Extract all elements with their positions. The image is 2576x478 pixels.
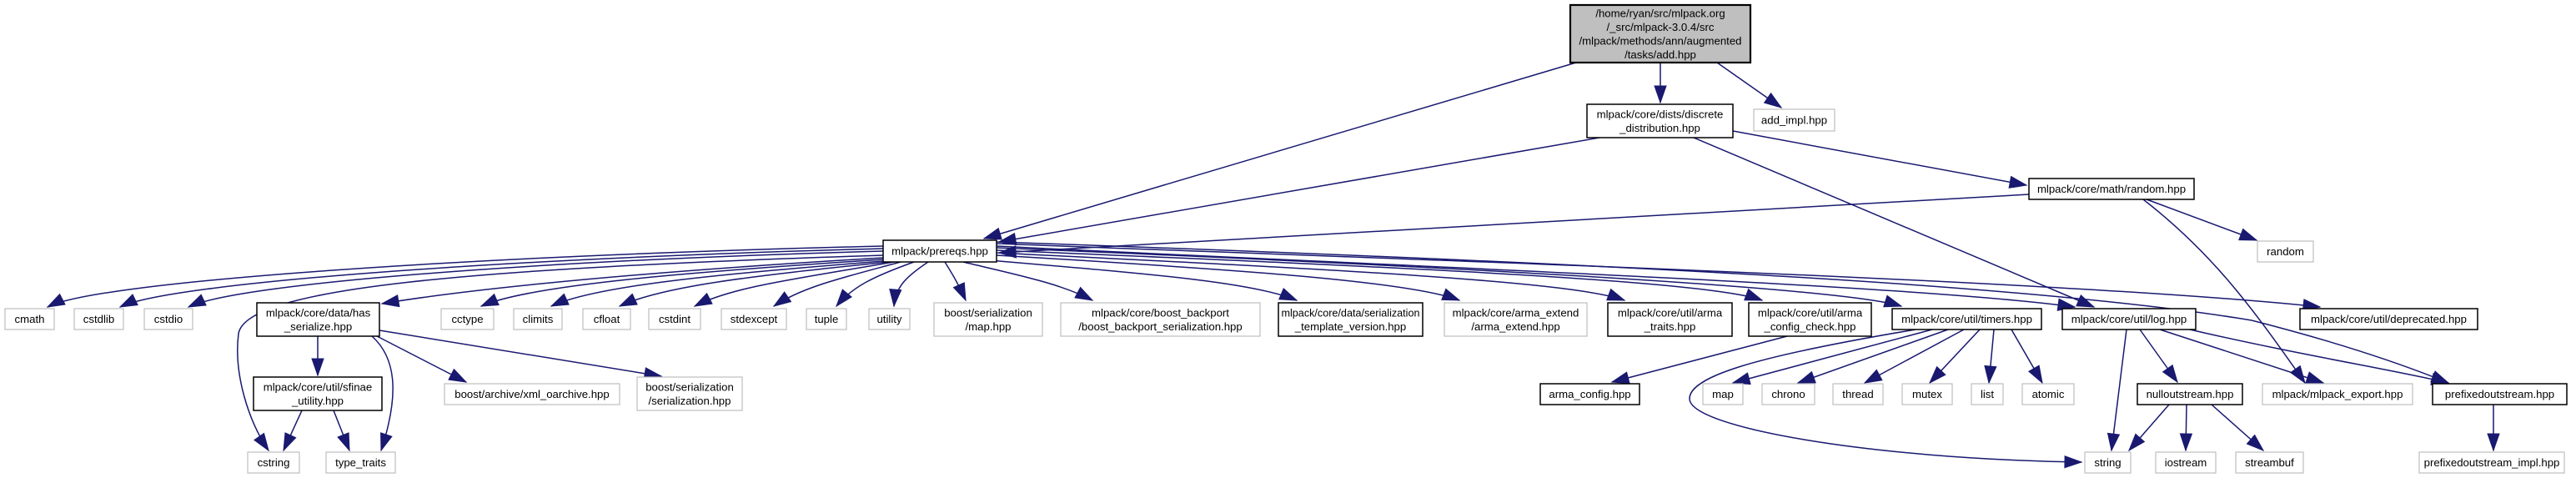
svg-text:map: map bbox=[1712, 388, 1734, 400]
svg-text:type_traits: type_traits bbox=[335, 456, 386, 469]
svg-text:mlpack/core/util/arma: mlpack/core/util/arma bbox=[1758, 306, 1863, 319]
svg-text:mlpack/core/util/sfinae: mlpack/core/util/sfinae bbox=[264, 380, 372, 393]
svg-text:/_src/mlpack-3.0.4/src: /_src/mlpack-3.0.4/src bbox=[1607, 21, 1715, 33]
svg-text:/map.hpp: /map.hpp bbox=[966, 320, 1012, 333]
svg-text:mlpack/core/dists/discrete: mlpack/core/dists/discrete bbox=[1597, 108, 1724, 120]
svg-text:arma_config.hpp: arma_config.hpp bbox=[1549, 388, 1630, 400]
svg-text:nulloutstream.hpp: nulloutstream.hpp bbox=[2147, 388, 2234, 400]
svg-text:_traits.hpp: _traits.hpp bbox=[1644, 320, 1696, 333]
svg-text:mlpack/core/util/deprecated.hp: mlpack/core/util/deprecated.hpp bbox=[2311, 313, 2467, 325]
svg-text:_serialize.hpp: _serialize.hpp bbox=[284, 320, 352, 333]
svg-text:mlpack/core/util/arma: mlpack/core/util/arma bbox=[1618, 306, 1723, 319]
svg-text:_utility.hpp: _utility.hpp bbox=[291, 395, 344, 407]
svg-text:chrono: chrono bbox=[1771, 388, 1805, 400]
svg-text:mlpack/core/math/random.hpp: mlpack/core/math/random.hpp bbox=[2037, 183, 2186, 195]
svg-text:mlpack/core/data/serialization: mlpack/core/data/serialization bbox=[1282, 306, 1420, 319]
svg-text:list: list bbox=[1981, 388, 1994, 400]
svg-text:cstdio: cstdio bbox=[154, 313, 183, 325]
svg-text:prefixedoutstream.hpp: prefixedoutstream.hpp bbox=[2445, 388, 2554, 400]
svg-text:mlpack/core/arma_extend: mlpack/core/arma_extend bbox=[1453, 306, 1579, 319]
svg-text:string: string bbox=[2094, 456, 2121, 469]
svg-text:random: random bbox=[2267, 245, 2304, 258]
svg-text:mlpack/prereqs.hpp: mlpack/prereqs.hpp bbox=[891, 245, 988, 258]
svg-text:cfloat: cfloat bbox=[594, 313, 620, 325]
svg-text:utility: utility bbox=[876, 313, 901, 325]
svg-text:/arma_extend.hpp: /arma_extend.hpp bbox=[1471, 320, 1559, 333]
svg-text:cctype: cctype bbox=[451, 313, 483, 325]
svg-text:stdexcept: stdexcept bbox=[731, 313, 778, 325]
svg-text:mlpack/core/data/has: mlpack/core/data/has bbox=[266, 306, 371, 319]
svg-text:/tasks/add.hpp: /tasks/add.hpp bbox=[1624, 48, 1696, 61]
svg-text:cmath: cmath bbox=[15, 313, 45, 325]
svg-text:boost/serialization: boost/serialization bbox=[944, 306, 1032, 319]
svg-text:iostream: iostream bbox=[2165, 456, 2207, 469]
svg-text:/boost_backport_serialization.: /boost_backport_serialization.hpp bbox=[1078, 320, 1242, 333]
svg-text:tuple: tuple bbox=[815, 313, 839, 325]
svg-text:atomic: atomic bbox=[2032, 388, 2065, 400]
svg-text:add_impl.hpp: add_impl.hpp bbox=[1761, 114, 1827, 127]
svg-text:cstring: cstring bbox=[258, 456, 290, 469]
svg-text:cstdint: cstdint bbox=[659, 313, 690, 325]
svg-text:streambuf: streambuf bbox=[2245, 456, 2294, 469]
svg-text:_distribution.hpp: _distribution.hpp bbox=[1619, 122, 1700, 134]
svg-text:boost/serialization: boost/serialization bbox=[645, 380, 734, 393]
svg-text:mlpack/core/boost_backport: mlpack/core/boost_backport bbox=[1092, 306, 1229, 319]
svg-text:thread: thread bbox=[1842, 388, 1873, 400]
svg-text:mutex: mutex bbox=[1912, 388, 1942, 400]
svg-text:mlpack/core/util/timers.hpp: mlpack/core/util/timers.hpp bbox=[1901, 313, 2032, 325]
svg-text:_template_version.hpp: _template_version.hpp bbox=[1294, 320, 1406, 333]
svg-text:prefixedoutstream_impl.hpp: prefixedoutstream_impl.hpp bbox=[2424, 456, 2560, 469]
svg-text:mlpack/mlpack_export.hpp: mlpack/mlpack_export.hpp bbox=[2272, 388, 2403, 400]
svg-text:/home/ryan/src/mlpack.org: /home/ryan/src/mlpack.org bbox=[1595, 7, 1725, 19]
svg-text:cstdlib: cstdlib bbox=[83, 313, 114, 325]
svg-text:mlpack/core/util/log.hpp: mlpack/core/util/log.hpp bbox=[2071, 313, 2187, 325]
svg-text:_config_check.hpp: _config_check.hpp bbox=[1764, 320, 1856, 333]
svg-text:climits: climits bbox=[523, 313, 554, 325]
svg-text:/mlpack/methods/ann/augmented: /mlpack/methods/ann/augmented bbox=[1579, 35, 1742, 48]
svg-text:boost/archive/xml_oarchive.hpp: boost/archive/xml_oarchive.hpp bbox=[454, 388, 609, 400]
svg-text:/serialization.hpp: /serialization.hpp bbox=[649, 395, 731, 407]
